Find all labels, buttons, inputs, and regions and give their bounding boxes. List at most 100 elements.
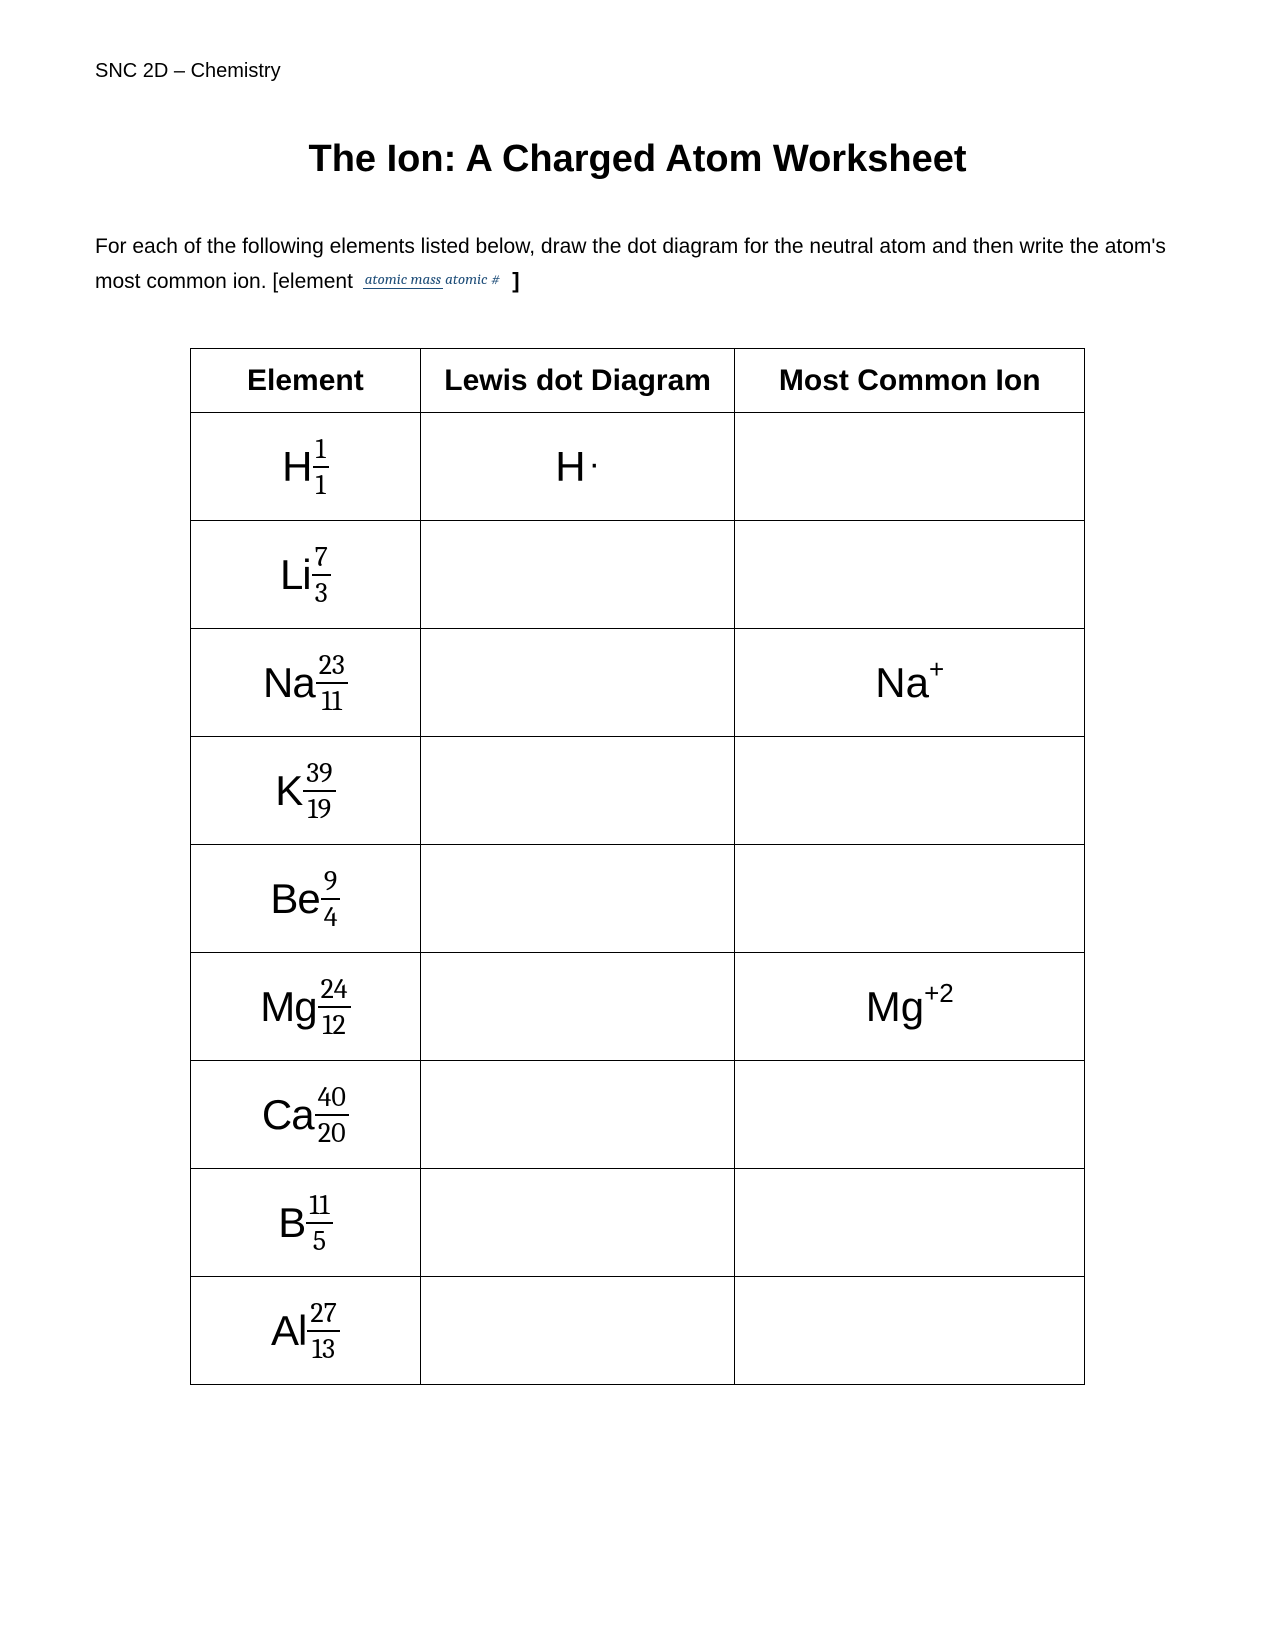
notation-fraction-top: atomic mass <box>363 270 443 289</box>
ion-cell: Na+ <box>735 629 1085 737</box>
ion-charge: + <box>929 654 944 684</box>
element-notation: Al2713 <box>271 1299 340 1363</box>
lewis-cell <box>420 1277 735 1385</box>
atomic-number: 20 <box>315 1116 349 1147</box>
lewis-cell <box>420 737 735 845</box>
element-notation: Be94 <box>270 867 340 931</box>
element-notation: B115 <box>278 1191 332 1255</box>
element-notation: Mg2412 <box>260 975 350 1039</box>
lewis-diagram: H· <box>555 443 600 490</box>
atomic-number: 3 <box>312 576 331 607</box>
element-cell: Ca4020 <box>191 1061 421 1169</box>
ion-charge: +2 <box>924 978 954 1008</box>
table-body: H11H·Li73Na2311Na+K3919Be94Mg2412Mg+2Ca4… <box>191 413 1085 1385</box>
element-fraction: 2713 <box>307 1299 339 1363</box>
element-fraction: 2311 <box>316 651 348 715</box>
ion-cell <box>735 1169 1085 1277</box>
element-notation: K3919 <box>275 759 335 823</box>
table-row: K3919 <box>191 737 1085 845</box>
element-fraction: 4020 <box>315 1083 349 1147</box>
element-symbol: Li <box>280 554 311 596</box>
table-row: Ca4020 <box>191 1061 1085 1169</box>
element-fraction: 3919 <box>303 759 335 823</box>
element-notation: Na2311 <box>263 651 348 715</box>
instructions-post: ] <box>506 268 519 293</box>
atomic-mass: 40 <box>315 1083 349 1116</box>
element-fraction: 94 <box>321 867 341 931</box>
table-header-row: Element Lewis dot Diagram Most Common Io… <box>191 349 1085 413</box>
table-header: Element Lewis dot Diagram Most Common Io… <box>191 349 1085 413</box>
atomic-mass: 11 <box>306 1191 332 1224</box>
ion-cell <box>735 737 1085 845</box>
element-symbol: Mg <box>260 986 316 1028</box>
element-notation: H11 <box>282 435 328 499</box>
table-row: Na2311Na+ <box>191 629 1085 737</box>
table-row: H11H· <box>191 413 1085 521</box>
table-row: B115 <box>191 1169 1085 1277</box>
atomic-number: 4 <box>321 900 341 931</box>
lewis-dot: · <box>589 445 600 483</box>
table-row: Al2713 <box>191 1277 1085 1385</box>
header-element: Element <box>191 349 421 413</box>
instructions: For each of the following elements liste… <box>95 231 1180 298</box>
atomic-number: 5 <box>310 1224 329 1255</box>
table-row: Mg2412Mg+2 <box>191 953 1085 1061</box>
element-cell: Al2713 <box>191 1277 421 1385</box>
element-fraction: 11 <box>313 435 329 499</box>
element-cell: B115 <box>191 1169 421 1277</box>
lewis-cell <box>420 521 735 629</box>
ion-cell <box>735 521 1085 629</box>
ion-cell: Mg+2 <box>735 953 1085 1061</box>
element-symbol: H <box>282 446 311 488</box>
ion-notation: Na+ <box>875 659 944 706</box>
element-cell: Li73 <box>191 521 421 629</box>
lewis-cell <box>420 629 735 737</box>
atomic-number: 13 <box>309 1332 338 1363</box>
page-title: The Ion: A Charged Atom Worksheet <box>95 138 1180 181</box>
atomic-mass: 24 <box>318 975 351 1008</box>
atomic-mass: 9 <box>321 867 340 900</box>
element-symbol: Al <box>271 1310 306 1352</box>
element-symbol: Na <box>263 662 315 704</box>
lewis-cell <box>420 1169 735 1277</box>
atomic-mass: 27 <box>307 1299 339 1332</box>
header-lewis: Lewis dot Diagram <box>420 349 735 413</box>
atomic-mass: 39 <box>303 759 335 792</box>
atomic-number: 19 <box>305 792 335 823</box>
element-symbol: Ca <box>262 1094 314 1136</box>
lewis-cell <box>420 1061 735 1169</box>
atomic-mass: 7 <box>312 543 331 576</box>
atomic-number: 12 <box>319 1008 348 1039</box>
lewis-cell <box>420 953 735 1061</box>
lewis-cell: H· <box>420 413 735 521</box>
ion-cell <box>735 1061 1085 1169</box>
table-row: Be94 <box>191 845 1085 953</box>
lewis-cell <box>420 845 735 953</box>
element-cell: Na2311 <box>191 629 421 737</box>
ion-symbol: Mg <box>866 983 924 1030</box>
lewis-symbol: H <box>555 443 585 490</box>
atomic-number: 11 <box>319 684 345 715</box>
notation-fraction-bottom: atomic # <box>443 270 502 288</box>
notation-fraction: atomic massatomic # <box>363 272 502 288</box>
ion-notation: Mg+2 <box>866 983 954 1030</box>
worksheet-page: SNC 2D – Chemistry The Ion: A Charged At… <box>0 0 1275 1651</box>
worksheet-table: Element Lewis dot Diagram Most Common Io… <box>190 348 1085 1385</box>
atomic-number: 1 <box>313 468 329 499</box>
header-ion: Most Common Ion <box>735 349 1085 413</box>
element-symbol: B <box>278 1202 305 1244</box>
table-row: Li73 <box>191 521 1085 629</box>
instructions-pre: For each of the following elements liste… <box>95 235 1166 293</box>
element-cell: K3919 <box>191 737 421 845</box>
ion-symbol: Na <box>875 659 929 706</box>
element-fraction: 2412 <box>318 975 351 1039</box>
element-symbol: Be <box>270 878 319 920</box>
element-cell: Mg2412 <box>191 953 421 1061</box>
course-header: SNC 2D – Chemistry <box>95 60 1180 83</box>
element-cell: Be94 <box>191 845 421 953</box>
element-cell: H11 <box>191 413 421 521</box>
ion-cell <box>735 845 1085 953</box>
element-fraction: 115 <box>306 1191 332 1255</box>
element-notation: Ca4020 <box>262 1083 349 1147</box>
atomic-mass: 23 <box>316 651 348 684</box>
